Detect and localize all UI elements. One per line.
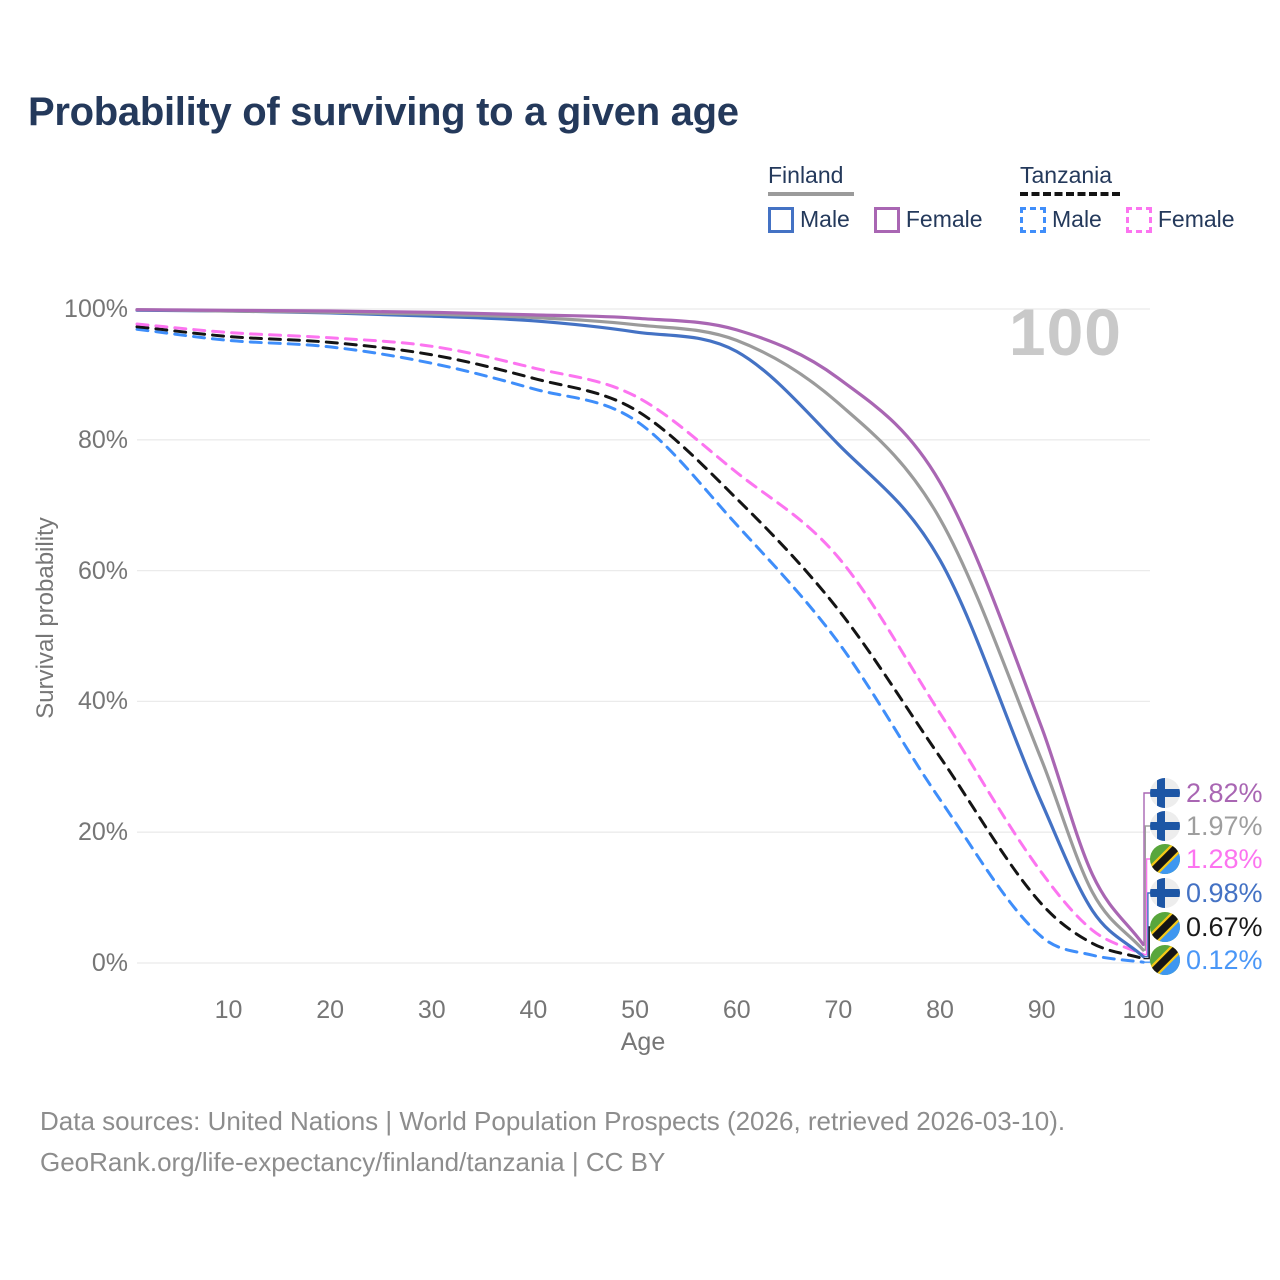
legend-group-title-tanzania: Tanzania [1020, 162, 1113, 188]
curve-tanzania-female[interactable] [135, 322, 1145, 957]
legend-item-label: Female [905, 206, 983, 232]
end-label-row-1.28pct: 1.28% [1150, 843, 1263, 875]
legend-items-tanzania: Male Female [1020, 206, 1235, 233]
end-label-row-0.12pct: 0.12% [1150, 944, 1263, 976]
legend-group-finland: Finland Male Female [768, 162, 983, 233]
x-tick-30: 30 [417, 996, 446, 1024]
end-label-value: 1.28% [1186, 843, 1263, 874]
x-tick-90: 90 [1027, 996, 1056, 1024]
tanzania-flag-icon [1150, 912, 1180, 942]
finland-flag-icon [1150, 811, 1180, 841]
legend-item-label: Female [1157, 206, 1235, 232]
y-tick-20: 20% [77, 818, 128, 847]
legend-swatch-icon [873, 206, 900, 233]
x-tick-40: 40 [519, 996, 548, 1024]
curve-finland-female[interactable] [135, 308, 1145, 947]
y-tick-80: 80% [77, 425, 128, 454]
legend-item-tanzania-female[interactable]: Female [1125, 206, 1235, 233]
end-label-row-0.67pct: 0.67% [1150, 911, 1263, 943]
end-label-connector-2 [1143, 858, 1153, 956]
y-tick-0: 0% [91, 949, 128, 977]
x-tick-60: 60 [722, 996, 751, 1024]
x-tick-70: 70 [824, 996, 853, 1024]
curve-tanzania-male[interactable] [135, 327, 1145, 964]
legend-swatch-icon [1020, 206, 1046, 233]
legend-item-finland-female[interactable]: Female [873, 206, 983, 233]
finland-flag-icon [1150, 878, 1180, 908]
curve-tanzania-both[interactable] [135, 325, 1145, 961]
end-label-row-1.97pct: 1.97% [1150, 810, 1263, 842]
end-label-value: 0.67% [1186, 911, 1263, 942]
x-tick-100: 100 [1122, 996, 1165, 1024]
page-title: Probability of surviving to a given age [28, 90, 739, 134]
legend-group-title-finland: Finland [768, 162, 844, 188]
end-label-value: 1.97% [1186, 810, 1263, 841]
end-label-connector-1 [1143, 825, 1152, 951]
hovered-age-annotation: 100 [1008, 295, 1122, 369]
tanzania-flag-icon [1150, 844, 1180, 874]
x-tick-50: 50 [621, 996, 649, 1024]
x-tick-20: 20 [316, 996, 345, 1024]
legend-finland-line-style-swatch [768, 192, 854, 196]
legend-swatch-icon [1125, 206, 1152, 233]
y-tick-40: 40% [77, 687, 128, 716]
end-label-row-2.82pct: 2.82% [1150, 777, 1263, 809]
legend-tanzania-line-style-swatch [1020, 192, 1120, 196]
tanzania-flag-icon [1150, 945, 1180, 975]
end-label-row-0.98pct: 0.98% [1150, 877, 1263, 909]
end-label-connector-0 [1143, 792, 1150, 946]
legend-swatch-icon [768, 206, 794, 233]
curve-finland-both[interactable] [135, 308, 1145, 952]
end-label-value: 0.12% [1186, 944, 1263, 975]
legend-item-label: Male [1052, 206, 1102, 232]
footer-data-sources: Data sources: United Nations | World Pop… [40, 1106, 1066, 1136]
legend-item-tanzania-male[interactable]: Male [1020, 206, 1102, 233]
y-tick-60: 60% [77, 556, 128, 585]
end-label-value: 0.98% [1186, 877, 1263, 908]
y-tick-100: 100% [64, 295, 128, 323]
legend-group-tanzania: Tanzania Male Female [1020, 162, 1235, 233]
finland-flag-icon [1150, 778, 1180, 808]
end-label-value: 2.82% [1186, 777, 1263, 808]
footer-attribution: GeoRank.org/life-expectancy/finland/tanz… [40, 1147, 666, 1177]
x-tick-10: 10 [214, 996, 243, 1024]
legend-item-finland-male[interactable]: Male [768, 206, 850, 233]
x-axis-title: Age [620, 1028, 666, 1056]
x-tick-80: 80 [926, 996, 954, 1024]
legend-item-label: Male [800, 206, 850, 232]
legend-items-finland: Male Female [768, 206, 983, 233]
